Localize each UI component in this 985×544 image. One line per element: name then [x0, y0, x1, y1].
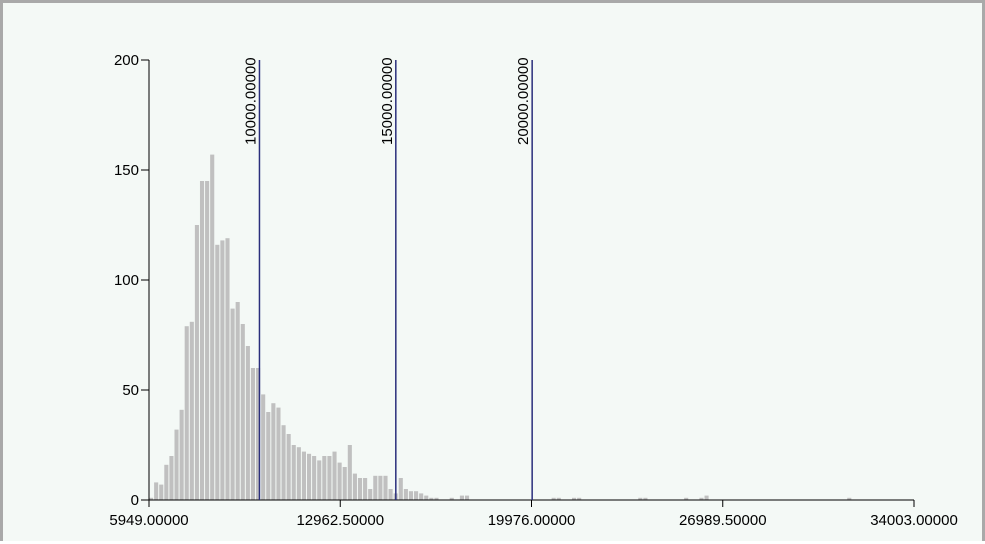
histogram-bar [572, 497, 577, 500]
histogram-bar [398, 478, 403, 500]
histogram-bar [373, 475, 378, 500]
histogram-bar [240, 324, 245, 500]
histogram-bar [179, 409, 184, 500]
histogram-bar [276, 407, 281, 500]
histogram-bar [245, 346, 250, 500]
histogram-bar [291, 445, 296, 500]
histogram-bar [434, 497, 439, 500]
x-tick-label: 26989.50000 [679, 512, 767, 529]
y-tick-label: 0 [131, 492, 139, 509]
histogram-bar [306, 453, 312, 500]
histogram-bar [429, 497, 434, 500]
histogram-bar [296, 447, 301, 500]
histogram-bar [154, 482, 159, 500]
marker-label: 15000.00000 [379, 57, 396, 145]
histogram-bar [235, 302, 240, 500]
x-tick-label: 34003.00000 [870, 512, 958, 529]
histogram-bar [424, 495, 429, 500]
histogram-bar [414, 491, 419, 500]
histogram-bar [301, 451, 306, 500]
histogram-bar [556, 497, 561, 500]
histogram-bar [342, 467, 347, 500]
histogram-bar [210, 154, 215, 500]
histogram-bar [256, 368, 261, 500]
histogram-bar [220, 240, 225, 500]
histogram-bar [266, 412, 271, 500]
histogram-bar [199, 181, 205, 500]
histogram-bar [149, 497, 154, 500]
histogram-bar [363, 478, 368, 500]
histogram-bar [847, 497, 852, 500]
histogram-bar [378, 475, 383, 500]
histogram-bar [164, 464, 169, 500]
histogram-bar [352, 473, 357, 500]
histogram-chart: 10000.00000 15000.00000 20000.00000 0 50 100… [109, 52, 958, 529]
y-tick-label: 150 [114, 162, 139, 179]
x-ticks-group: 5949.00000 12962.50000 19976.00000 26989.50… [109, 500, 958, 529]
histogram-bar [704, 495, 709, 500]
histogram-bar [577, 497, 582, 500]
histogram-bar [551, 497, 556, 500]
histogram-bar [459, 495, 464, 500]
histogram-bar [327, 456, 332, 500]
histogram-bar [205, 181, 210, 500]
marker-label: 10000.00000 [243, 57, 260, 145]
histogram-bar [271, 403, 276, 500]
marker-label: 20000.00000 [515, 57, 532, 145]
x-tick-label: 5949.00000 [109, 512, 188, 529]
histogram-bar [368, 489, 373, 500]
histogram-bar [464, 495, 470, 500]
x-tick-label: 19976.00000 [488, 512, 576, 529]
histogram-bar [194, 225, 199, 500]
histogram-bar [408, 491, 414, 500]
histogram-bar [388, 489, 393, 500]
histogram-bar [189, 321, 194, 500]
histogram-bar [684, 497, 689, 500]
histogram-bar [643, 497, 648, 500]
bars-group [149, 154, 852, 500]
histogram-bar [383, 475, 388, 500]
histogram-bar [169, 456, 174, 500]
x-tick-label: 12962.50000 [296, 512, 384, 529]
histogram-bar [322, 456, 327, 500]
histogram-bar [261, 394, 266, 500]
histogram-bar [347, 445, 352, 500]
histogram-bar [184, 326, 189, 500]
histogram-bar [337, 462, 342, 500]
histogram-bar [312, 456, 317, 500]
histogram-bar [317, 460, 322, 500]
histogram-bar [250, 368, 256, 500]
markers-group: 10000.00000 15000.00000 20000.00000 [243, 57, 533, 500]
histogram-bar [230, 308, 235, 500]
histogram-bar [357, 478, 363, 500]
histogram-bar [215, 244, 220, 500]
histogram-bar [699, 497, 704, 500]
histogram-bar [419, 493, 424, 500]
histogram-bar [281, 425, 286, 500]
y-tick-label: 100 [114, 272, 139, 289]
histogram-bar [332, 451, 337, 500]
histogram-bar [174, 429, 179, 500]
histogram-bar [225, 238, 230, 500]
histogram-bar [286, 434, 291, 500]
histogram-bar [449, 497, 454, 500]
y-tick-label: 200 [114, 52, 139, 69]
y-tick-label: 50 [122, 382, 139, 399]
histogram-bar [638, 497, 643, 500]
y-ticks-group: 0 50 100 150 200 [114, 52, 149, 509]
histogram-bar [159, 484, 164, 500]
histogram-bar [403, 489, 408, 500]
